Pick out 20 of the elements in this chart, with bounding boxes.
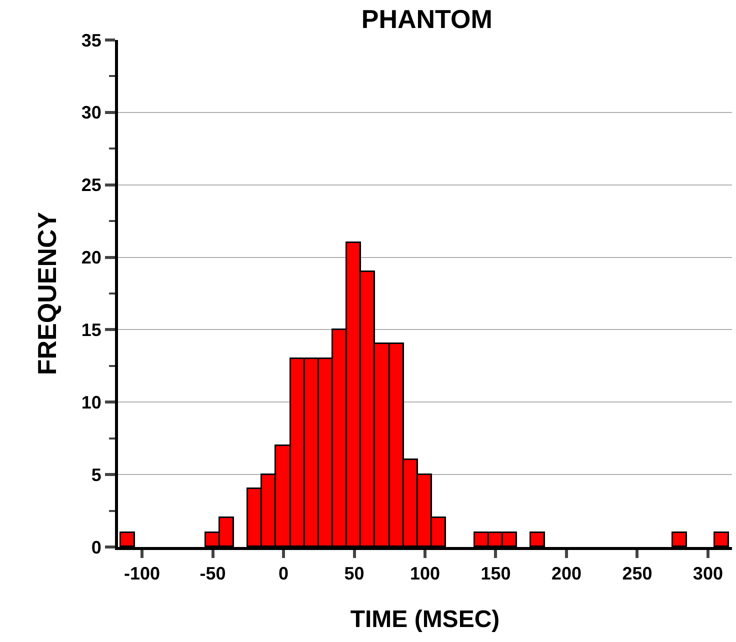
- x-tick-label: 300: [692, 564, 723, 584]
- y-tick-label: 25: [81, 175, 102, 196]
- y-axis-title: FREQUENCY: [32, 212, 62, 376]
- x-tick-label: -50: [200, 564, 226, 584]
- x-tick-label: 150: [480, 564, 511, 584]
- y-tick-label: 15: [81, 320, 102, 340]
- x-tick-label: -100: [124, 564, 160, 584]
- x-axis-title: TIME (MSEC): [350, 606, 500, 633]
- x-tick-label: 100: [410, 564, 440, 584]
- y-tick-label: 0: [91, 537, 102, 558]
- x-tick-label: 50: [344, 564, 364, 584]
- chart-title: PHANTOM: [361, 4, 492, 34]
- y-tick-label: 30: [81, 102, 102, 123]
- y-tick-label: 5: [91, 464, 102, 485]
- x-tick-label: 250: [622, 564, 652, 584]
- y-tick-label: 10: [81, 392, 102, 412]
- y-tick-label: 20: [81, 248, 102, 268]
- x-tick-label: 0: [278, 564, 289, 584]
- y-tick-label: 35: [81, 30, 102, 50]
- x-tick-label: 200: [551, 564, 582, 584]
